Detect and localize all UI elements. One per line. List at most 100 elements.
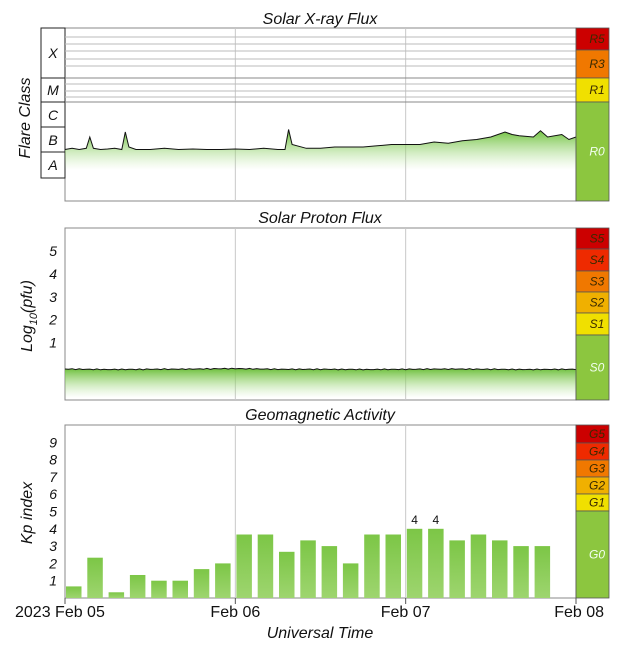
kp-bar	[257, 534, 274, 598]
scale-label-r1: R1	[589, 83, 604, 97]
kp-tick-1: 1	[49, 573, 57, 589]
xray-flux-line	[64, 129, 577, 151]
kp-bar	[406, 528, 423, 598]
kp-bar	[449, 540, 465, 598]
kp-bar	[215, 563, 231, 598]
kp-bar	[492, 540, 508, 598]
x-axis-title: Universal Time	[267, 625, 374, 642]
kp-panel: Geomagnetic Activity Kp index 123456789 …	[19, 407, 610, 599]
time-tick-label: 2023 Feb 05	[15, 604, 105, 621]
kp-g-scale: G5 G4 G3 G2 G1 G0	[575, 424, 610, 599]
time-tick-label: Feb 07	[381, 604, 431, 621]
scale-label-r3: R3	[589, 57, 605, 71]
kp-bar	[364, 534, 380, 598]
proton-tick-1: 1	[49, 335, 57, 351]
kp-tick-5: 5	[49, 504, 57, 520]
proton-tick-2: 2	[48, 312, 57, 328]
kp-bar	[236, 534, 252, 598]
kp-bar	[279, 551, 295, 598]
xray-r-scale: R5 R3 R1 R0	[575, 27, 610, 202]
proton-ylabel-sub: 10	[28, 312, 40, 325]
kp-bar	[172, 580, 188, 598]
xray-ylabel: Flare Class	[17, 78, 34, 159]
scale-label-s4: S4	[590, 253, 605, 267]
scale-r0	[575, 101, 610, 202]
kp-bar	[513, 546, 529, 598]
kp-title: Geomagnetic Activity	[245, 407, 396, 424]
kp-bar	[151, 580, 167, 598]
scale-s0	[575, 334, 610, 401]
xray-plot-area	[64, 27, 577, 202]
scale-r3	[575, 49, 610, 79]
scale-r1	[575, 77, 610, 103]
proton-ylabel: Log10(pfu)	[19, 280, 40, 352]
scale-label-s5: S5	[590, 232, 605, 246]
kp-bar	[342, 563, 359, 598]
scale-label-g1: G1	[589, 496, 605, 510]
kp-ylabel: Kp index	[19, 481, 36, 544]
time-tick-label: Feb 08	[554, 604, 604, 621]
proton-title: Solar Proton Flux	[258, 210, 383, 227]
class-label-m: M	[47, 82, 59, 98]
proton-flux-fill	[65, 368, 576, 398]
class-label-x: X	[47, 45, 58, 61]
kp-bar	[129, 574, 146, 598]
scale-label-s1: S1	[590, 317, 605, 331]
time-axis: 2023 Feb 05 Feb 06 Feb 07 Feb 08	[15, 598, 604, 621]
kp-tick-4: 4	[49, 521, 57, 537]
proton-s-scale: S5 S4 S3 S2 S1 S0	[575, 227, 610, 401]
scale-label-g3: G3	[589, 462, 605, 476]
scale-label-g0: G0	[589, 548, 605, 562]
time-tick-label: Feb 06	[210, 604, 260, 621]
kp-bar	[108, 592, 125, 598]
scale-label-s2: S2	[590, 296, 605, 310]
kp-bar	[321, 546, 338, 598]
kp-grid	[234, 425, 407, 598]
kp-bar	[87, 557, 103, 598]
xray-grid	[234, 28, 407, 201]
kp-bar-label: 4	[433, 513, 440, 527]
kp-bar-label: 4	[411, 513, 418, 527]
class-box-frame	[40, 27, 66, 179]
proton-tick-3: 3	[49, 289, 57, 305]
kp-bar	[428, 528, 444, 598]
proton-flux-line	[64, 367, 577, 371]
kp-tick-7: 7	[49, 469, 58, 485]
xray-flux-fill	[65, 129, 576, 170]
kp-bar	[470, 534, 487, 598]
scale-label-g5: G5	[589, 427, 605, 441]
scale-label-s3: S3	[590, 275, 605, 289]
kp-tick-6: 6	[49, 486, 57, 502]
kp-bar	[534, 546, 551, 598]
class-label-c: C	[48, 107, 59, 123]
scale-label-r5: R5	[589, 32, 605, 46]
scale-label-g2: G2	[589, 479, 605, 493]
class-label-a: A	[47, 157, 57, 173]
proton-tick-5: 5	[49, 243, 57, 259]
kp-plot-area	[64, 424, 577, 599]
proton-y-ticks: 1 2 3 4 5	[48, 243, 57, 351]
proton-tick-4: 4	[49, 266, 57, 282]
kp-tick-8: 8	[49, 452, 57, 468]
kp-tick-9: 9	[49, 434, 57, 450]
xray-title: Solar X-ray Flux	[263, 11, 379, 28]
scale-label-s0: S0	[590, 361, 605, 375]
kp-tick-3: 3	[49, 538, 57, 554]
scale-label-r0: R0	[589, 145, 605, 159]
kp-tick-2: 2	[48, 555, 57, 571]
scale-label-g4: G4	[589, 445, 605, 459]
kp-bar	[385, 534, 401, 598]
kp-bar	[66, 586, 82, 598]
class-label-b: B	[48, 132, 57, 148]
proton-ylabel-log: Log	[19, 325, 36, 352]
kp-bar	[300, 540, 316, 598]
kp-bar	[193, 569, 210, 598]
scale-g0	[575, 510, 610, 599]
proton-ylabel-unit: (pfu)	[19, 280, 36, 313]
